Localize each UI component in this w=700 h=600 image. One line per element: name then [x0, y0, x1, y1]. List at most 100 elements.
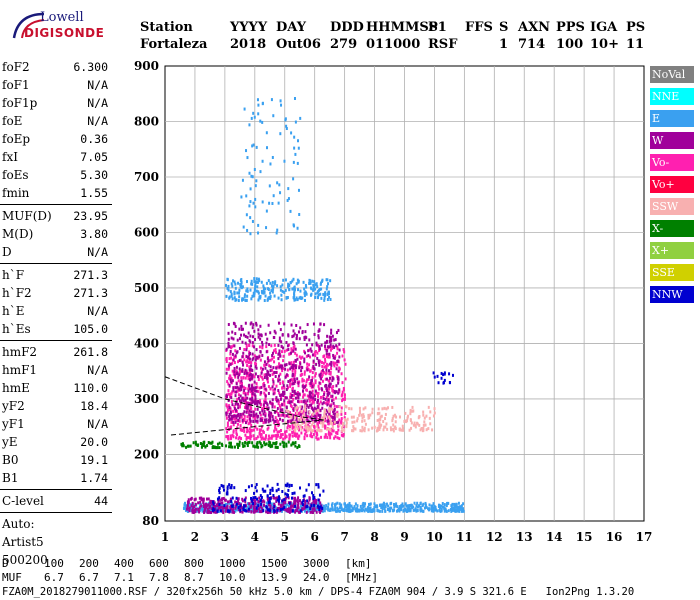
echo-point	[322, 417, 325, 421]
echo-point	[331, 388, 334, 392]
echo-point	[275, 499, 278, 503]
echo-point	[252, 294, 255, 298]
echo-point	[235, 502, 238, 506]
param-value: 6.300	[73, 60, 108, 74]
echo-point	[243, 348, 246, 352]
echo-point	[245, 410, 248, 414]
echo-point	[380, 505, 383, 509]
echo-point	[225, 367, 228, 371]
echo-point	[260, 425, 263, 429]
echo-point	[279, 428, 282, 432]
echo-point	[254, 362, 257, 366]
echo-point	[313, 503, 316, 507]
echo-point	[244, 334, 247, 338]
echo-point	[197, 501, 200, 505]
echo-point	[331, 425, 334, 429]
echo-point	[186, 509, 189, 513]
echo-point	[460, 507, 463, 511]
x-tick-label: 15	[576, 530, 593, 544]
echo-point	[227, 392, 230, 396]
echo-point	[298, 508, 301, 512]
echo-point	[282, 346, 285, 350]
echo-point	[332, 356, 335, 360]
echo-point	[438, 508, 441, 512]
echo-point	[332, 416, 335, 420]
echo-point	[450, 504, 453, 508]
echo-point	[255, 400, 258, 404]
echo-point	[317, 501, 320, 505]
echo-point	[422, 502, 425, 506]
echo-point	[247, 384, 250, 388]
echo-point	[316, 410, 319, 414]
echo-point	[237, 406, 240, 410]
echo-point	[320, 435, 323, 439]
echo-point	[273, 329, 276, 333]
echo-point	[300, 427, 303, 431]
echo-point	[259, 170, 262, 174]
echo-point	[264, 287, 267, 291]
echo-point	[260, 371, 263, 375]
echo-point	[265, 373, 268, 377]
param-value: 20.0	[80, 435, 108, 449]
echo-point	[244, 368, 247, 372]
echo-point	[333, 503, 336, 507]
echo-point	[291, 369, 294, 373]
footer-file-info: FZA0M_2018279011000.RSF / 320fx256h 50 k…	[2, 586, 635, 598]
echo-point	[341, 422, 344, 426]
echo-point	[305, 424, 308, 428]
echo-point	[264, 412, 267, 416]
echo-point	[314, 381, 317, 385]
echo-point	[258, 411, 261, 415]
echo-point	[250, 428, 253, 432]
echo-point	[256, 355, 259, 359]
echo-point	[279, 406, 282, 410]
echo-point	[207, 497, 210, 501]
echo-point	[384, 509, 387, 513]
echo-point	[424, 503, 427, 507]
echo-point	[210, 511, 213, 515]
echo-point	[244, 393, 247, 397]
echo-point	[283, 507, 286, 511]
echo-point	[328, 413, 331, 417]
echo-point	[304, 412, 307, 416]
echo-point	[255, 506, 258, 510]
echo-point	[332, 361, 335, 365]
echo-point	[277, 343, 280, 347]
echo-point	[250, 116, 253, 120]
echo-point	[325, 389, 328, 393]
echo-point	[293, 496, 296, 500]
echo-point	[331, 346, 334, 350]
echo-point	[278, 506, 281, 510]
echo-point	[441, 505, 444, 509]
echo-point	[265, 434, 268, 438]
echo-point	[231, 390, 234, 394]
echo-point	[269, 162, 272, 166]
echo-point	[245, 400, 248, 404]
echo-point	[331, 394, 334, 398]
echo-point	[348, 501, 351, 505]
echo-point	[288, 483, 291, 487]
echo-point	[273, 405, 276, 409]
echo-point	[263, 373, 266, 377]
echo-point	[218, 486, 221, 490]
echo-point	[282, 354, 285, 358]
echo-point	[212, 507, 215, 511]
echo-point	[228, 483, 231, 487]
echo-point	[245, 194, 248, 198]
echo-point	[290, 351, 293, 355]
echo-point	[344, 377, 347, 381]
echo-point	[249, 378, 252, 382]
echo-point	[202, 503, 205, 507]
echo-point	[257, 504, 260, 508]
echo-point	[208, 501, 211, 505]
echo-point	[419, 428, 422, 432]
echo-point	[262, 289, 265, 293]
echo-point	[283, 399, 286, 403]
echo-point	[275, 410, 278, 414]
echo-point	[246, 294, 249, 298]
echo-point	[412, 505, 415, 509]
echo-point	[226, 486, 229, 490]
echo-point	[239, 427, 242, 431]
echo-point	[219, 509, 222, 513]
echo-point	[315, 436, 318, 440]
